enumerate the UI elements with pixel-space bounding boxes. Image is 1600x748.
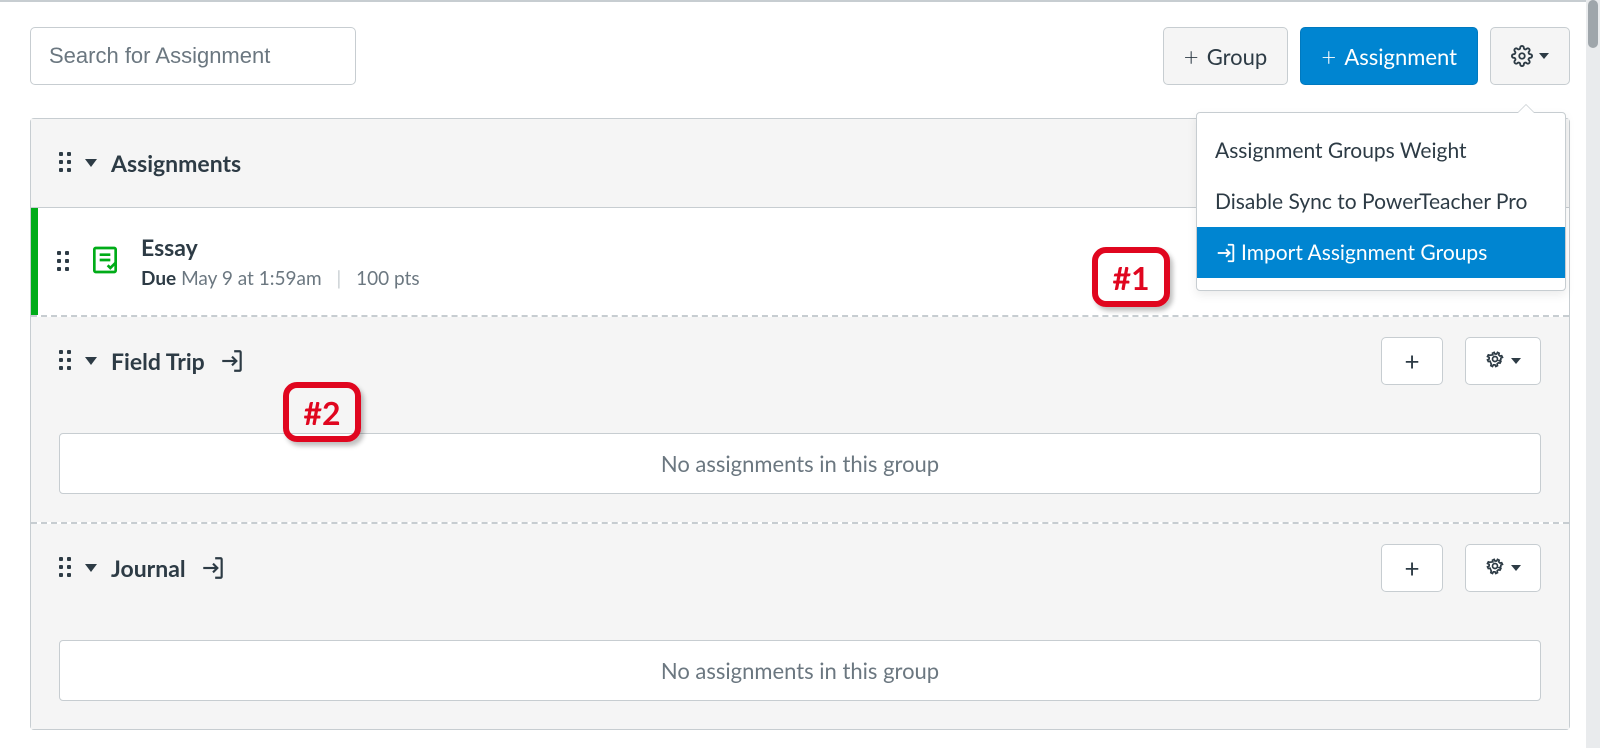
drag-handle-icon[interactable] [59, 152, 71, 174]
group-title: Journal [111, 554, 186, 582]
group-title: Assignments [111, 149, 241, 177]
gear-icon [1485, 556, 1505, 580]
settings-dropdown-button[interactable] [1490, 27, 1570, 85]
add-assignment-to-group-button[interactable]: + [1381, 337, 1443, 385]
points: 100 pts [356, 267, 420, 290]
add-assignment-to-group-button[interactable]: + [1381, 544, 1443, 592]
import-icon [200, 555, 226, 581]
menu-item-groups-weight[interactable]: Assignment Groups Weight [1197, 125, 1565, 176]
chevron-down-icon [1511, 358, 1521, 364]
assignment-meta: Due May 9 at 1:59am | 100 pts [141, 267, 420, 290]
plus-icon: + [1404, 555, 1419, 581]
assignment-title[interactable]: Essay [141, 233, 420, 261]
group-settings-button[interactable] [1465, 337, 1541, 385]
group-title: Field Trip [111, 347, 205, 375]
collapse-toggle[interactable] [85, 159, 97, 167]
due-label: Due [141, 267, 176, 290]
drag-handle-icon[interactable] [59, 557, 71, 579]
menu-item-label: Assignment Groups Weight [1215, 138, 1467, 163]
assignment-group: Journal + No assignments in this group [31, 522, 1569, 729]
drag-handle-icon[interactable] [59, 350, 71, 372]
scrollbar[interactable] [1586, 0, 1600, 748]
gear-icon [1485, 349, 1505, 373]
add-group-button[interactable]: + Group [1163, 27, 1289, 85]
plus-icon: + [1184, 43, 1199, 69]
search-input[interactable] [30, 27, 356, 85]
group-body: No assignments in this group [31, 612, 1569, 729]
assignment-group: Field Trip + No assignments in this grou… [31, 315, 1569, 522]
empty-group-message: No assignments in this group [59, 433, 1541, 494]
menu-item-import-groups[interactable]: Import Assignment Groups [1197, 227, 1565, 278]
drag-handle-icon[interactable] [57, 251, 69, 273]
settings-dropdown-menu: Assignment Groups Weight Disable Sync to… [1196, 112, 1566, 291]
collapse-toggle[interactable] [85, 564, 97, 572]
gear-icon [1511, 45, 1533, 67]
plus-icon: + [1404, 348, 1419, 374]
due-date: May 9 at 1:59am [181, 267, 322, 290]
collapse-toggle[interactable] [85, 357, 97, 365]
import-icon [1215, 242, 1237, 264]
menu-item-label: Import Assignment Groups [1241, 240, 1487, 265]
chevron-down-icon [1511, 565, 1521, 571]
chevron-down-icon [1539, 53, 1549, 59]
group-header: Field Trip + [31, 317, 1569, 405]
scrollbar-thumb[interactable] [1588, 0, 1598, 48]
add-assignment-button[interactable]: + Assignment [1300, 27, 1478, 85]
toolbar: + Group + Assignment [30, 8, 1570, 104]
plus-icon: + [1321, 43, 1336, 69]
assignments-page: + Group + Assignment Assignment Groups W… [0, 2, 1600, 748]
assignment-main: Essay Due May 9 at 1:59am | 100 pts [141, 233, 420, 290]
add-assignment-label: Assignment [1344, 43, 1457, 70]
add-group-label: Group [1207, 43, 1268, 70]
group-settings-button[interactable] [1465, 544, 1541, 592]
menu-item-label: Disable Sync to PowerTeacher Pro [1215, 189, 1527, 214]
menu-item-disable-sync[interactable]: Disable Sync to PowerTeacher Pro [1197, 176, 1565, 227]
empty-group-message: No assignments in this group [59, 640, 1541, 701]
separator: | [336, 267, 341, 290]
import-icon [219, 348, 245, 374]
group-body: No assignments in this group [31, 405, 1569, 522]
assignment-icon [89, 244, 121, 280]
group-header: Journal + [31, 524, 1569, 612]
